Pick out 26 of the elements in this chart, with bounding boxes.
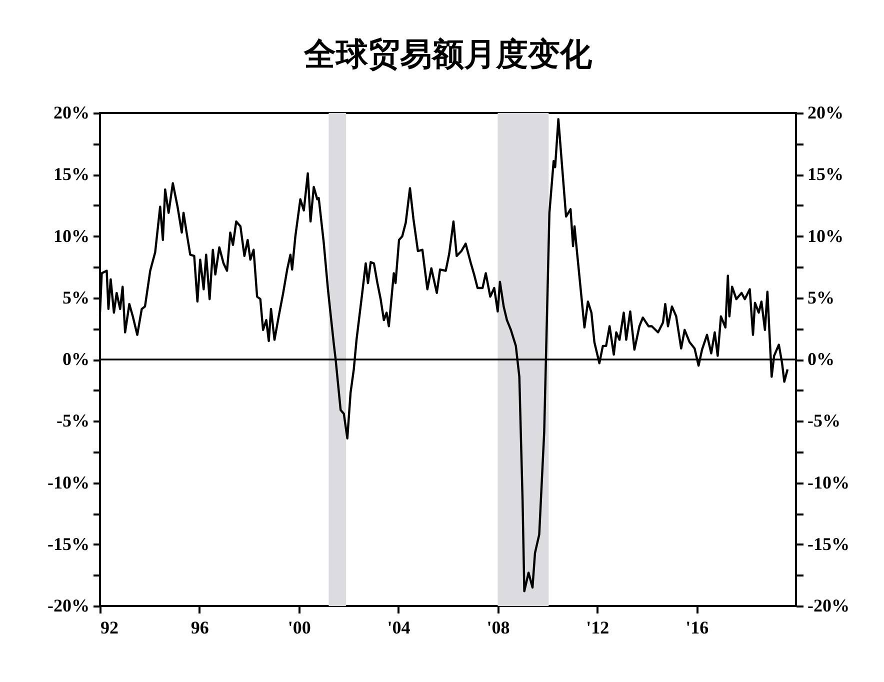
y2-tick-label: -5% [808, 410, 840, 431]
y-tick-label: -10% [48, 472, 90, 492]
x-tick-label: 96 [190, 618, 209, 638]
y2-tick-label: 0% [808, 349, 834, 369]
x-tick-label: '04 [387, 618, 410, 638]
x-tick-label: '08 [486, 618, 510, 638]
y-tick-label: -15% [48, 534, 90, 554]
y2-tick-label: 5% [808, 287, 834, 308]
y2-tick-label: 15% [808, 164, 844, 184]
y2-tick-label: -15% [808, 534, 850, 554]
chart-title: 全球贸易额月度变化 [303, 36, 593, 72]
y2-tick-label: -20% [808, 596, 850, 616]
y2-tick-label: 20% [808, 102, 844, 122]
y-tick-label: 0% [62, 349, 90, 369]
y-tick-label: 15% [54, 164, 90, 184]
y-tick-label: -5% [56, 410, 90, 431]
x-tick-label: '00 [288, 618, 311, 638]
y-tick-label: 20% [54, 102, 90, 122]
y-tick-label: 5% [62, 287, 90, 308]
y2-tick-label: 10% [808, 226, 844, 246]
y-tick-label: -20% [48, 596, 90, 616]
x-tick-label: '16 [686, 618, 709, 638]
x-tick-label: 92 [100, 618, 118, 638]
y-tick-label: 10% [54, 226, 90, 246]
y2-tick-label: -10% [808, 472, 850, 492]
x-tick-label: '12 [586, 618, 610, 638]
